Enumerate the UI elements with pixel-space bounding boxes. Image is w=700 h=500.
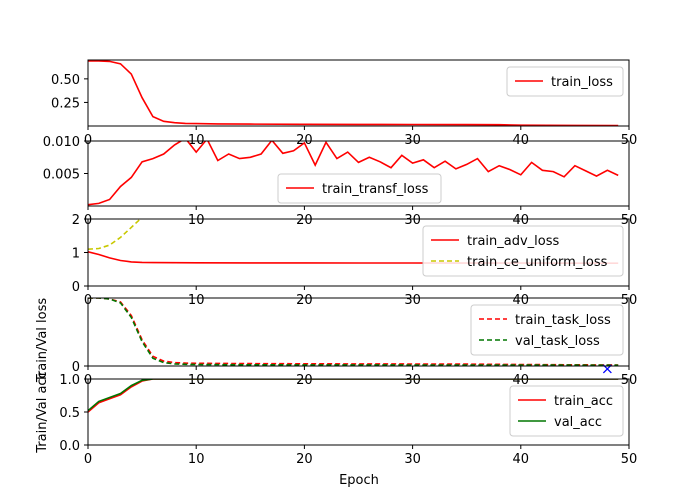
panel-4-legend-box [470, 304, 624, 356]
panel-2-legend-label-train_transf_loss: train_transf_loss [322, 182, 429, 197]
panel-5-legend-label-train_acc: train_acc [554, 394, 613, 409]
panel-2-series-train_transf_loss-line [88, 141, 619, 206]
panel-1-frame [87, 59, 630, 127]
panel-4-x-tick-label-30: 30 [404, 373, 421, 388]
panel-2-y-tick-label-0: 0.005 [43, 168, 80, 183]
panel-2-y-tick-label-1: 0.010 [43, 135, 80, 150]
panel-3-x-tick-label-30: 30 [404, 293, 421, 308]
panel-5-y-tick-label-0: 0.0 [59, 439, 80, 454]
panel-3-legend-label-train_ce_uniform_loss: train_ce_uniform_loss [467, 255, 608, 270]
panel-3-x-tick-label-20: 20 [296, 293, 313, 308]
panel-5-x-tick-label-40: 40 [513, 452, 530, 467]
panel-3-y-tick-label-0: 0 [72, 280, 80, 295]
panel-1-legend-box [506, 66, 624, 97]
panel-5-legend-box [509, 385, 624, 437]
panel-4-x-tick-label-10: 10 [188, 373, 205, 388]
panel-4-series-train_task_loss-line [88, 298, 619, 366]
panel-1-series-train_loss-line [88, 60, 619, 126]
panel-2-x-tick-label-10: 10 [188, 213, 205, 228]
panel-5-y-tick-label-2: 1.0 [59, 373, 80, 388]
panel-4-series-val_task_loss-line [88, 298, 619, 366]
panel-5-x-tick-label-50: 50 [621, 452, 638, 467]
y-axis-label-loss: Train/Val loss [35, 298, 50, 384]
panel-4-frame [87, 297, 630, 367]
panel-5-x-tick-label-10: 10 [188, 452, 205, 467]
panel-4-x-tick-label-40: 40 [513, 373, 530, 388]
panel-3-series-train_ce_uniform_loss-line [88, 219, 142, 250]
panel-5-x-tick-label-30: 30 [404, 452, 421, 467]
panel-5-x-tick-label-0: 0 [84, 452, 92, 467]
panel-4-legend-label-val_task_loss: val_task_loss [515, 334, 600, 349]
panel-2-x-tick-label-40: 40 [513, 213, 530, 228]
panel-3-legend-box [422, 225, 624, 277]
panel-3-legend-label-train_adv_loss: train_adv_loss [467, 234, 560, 249]
x-axis-label: Epoch [339, 473, 379, 488]
y-axis-label-accuracy: Train/Val acc [35, 371, 50, 453]
panel-1-y-tick-label-1: 0.50 [51, 73, 80, 88]
panel-1-y-tick-label-0: 0.25 [51, 96, 80, 111]
panel-5-series-train_acc-line [88, 379, 619, 413]
panel-4-x-tick-label-20: 20 [296, 373, 313, 388]
panel-5-x-tick-label-20: 20 [296, 452, 313, 467]
panel-5-legend-label-val_acc: val_acc [554, 415, 602, 430]
panel-1-legend-label-train_loss: train_loss [551, 75, 613, 90]
panel-5-series-val_acc-line [88, 379, 619, 412]
panel-3-y-tick-label-2: 2 [72, 213, 80, 228]
panel-5-y-tick-label-1: 0.5 [59, 406, 80, 421]
panel-3-x-tick-label-10: 10 [188, 293, 205, 308]
panel-3-x-tick-label-40: 40 [513, 293, 530, 308]
panel-3-y-tick-label-1: 1 [72, 247, 80, 262]
panel-4-legend-label-train_task_loss: train_task_loss [515, 313, 611, 328]
panel-2-x-tick-label-20: 20 [296, 213, 313, 228]
panel-2-legend-box [277, 173, 442, 204]
panel-2-x-tick-label-30: 30 [404, 213, 421, 228]
panel-4-y-tick-label-0: 0 [72, 360, 80, 375]
